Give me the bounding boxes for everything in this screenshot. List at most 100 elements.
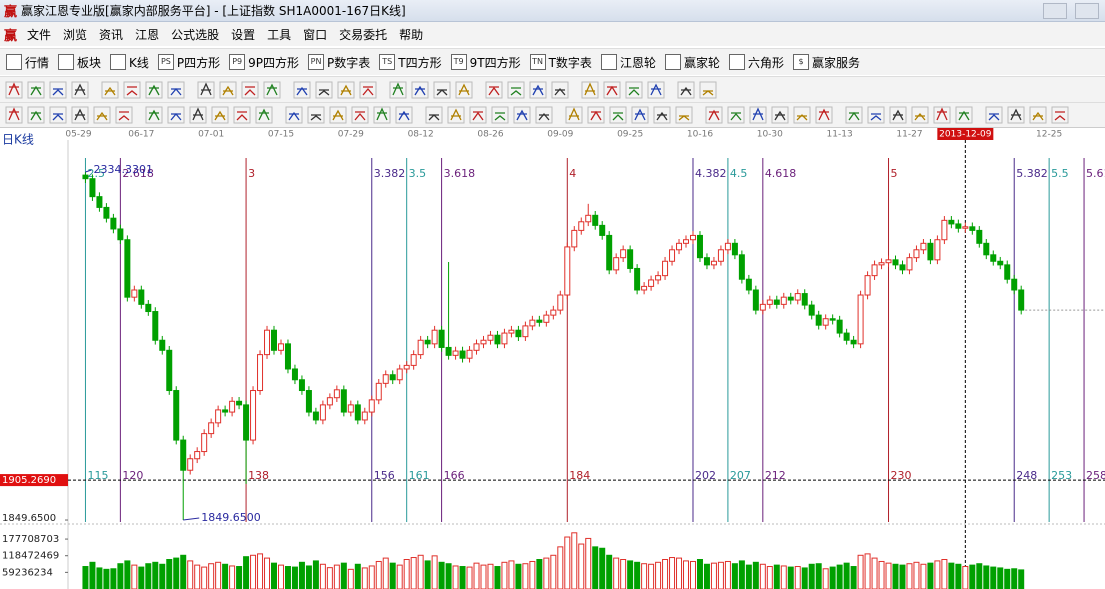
toolbar-button[interactable]: TN T数字表: [529, 54, 592, 71]
tool-icon[interactable]: [337, 81, 355, 98]
minimize-button[interactable]: [1043, 3, 1067, 19]
menu-item[interactable]: 窗口: [303, 27, 328, 42]
tool-icon[interactable]: [749, 106, 767, 124]
tool-icon[interactable]: [1029, 106, 1047, 124]
tool-icon[interactable]: [425, 106, 443, 124]
tool-icon[interactable]: [285, 106, 303, 124]
tool-icon[interactable]: [167, 81, 185, 98]
tool-icon[interactable]: [507, 81, 525, 98]
tool-icon[interactable]: [255, 106, 273, 124]
tool-icon[interactable]: [49, 106, 67, 124]
tool-icon[interactable]: [845, 106, 863, 124]
tool-icon[interactable]: [27, 106, 45, 124]
tool-icon[interactable]: [115, 106, 133, 124]
tool-icon[interactable]: [529, 81, 547, 98]
toolbar-button[interactable]: K线: [110, 54, 149, 71]
toolbar-button[interactable]: 板块: [58, 54, 101, 71]
tool-icon[interactable]: [603, 81, 621, 98]
tool-icon[interactable]: [293, 81, 311, 98]
tool-icon[interactable]: [433, 81, 451, 98]
menu-item[interactable]: 设置: [231, 27, 256, 42]
tool-icon[interactable]: [307, 106, 325, 124]
toolbar-button[interactable]: T9 9T四方形: [450, 54, 521, 71]
tool-icon[interactable]: [233, 106, 251, 124]
tool-icon[interactable]: [653, 106, 671, 124]
tool-icon[interactable]: [71, 106, 89, 124]
tool-icon[interactable]: [1051, 106, 1069, 124]
tool-icon[interactable]: [189, 106, 207, 124]
tool-icon[interactable]: [955, 106, 973, 124]
tool-icon[interactable]: [359, 81, 377, 98]
tool-icon[interactable]: [49, 81, 67, 98]
tool-icon[interactable]: [241, 81, 259, 98]
menu-item[interactable]: 江恩: [135, 27, 160, 42]
tool-icon[interactable]: [93, 106, 111, 124]
tool-icon[interactable]: [491, 106, 509, 124]
tool-icon[interactable]: [1007, 106, 1025, 124]
toolbar-button[interactable]: $ 赢家服务: [792, 54, 860, 71]
tool-icon[interactable]: [551, 81, 569, 98]
tool-icon[interactable]: [727, 106, 745, 124]
toolbar-button[interactable]: PN P数字表: [308, 54, 370, 71]
menu-item[interactable]: 浏览: [63, 27, 88, 42]
toolbar-button[interactable]: 江恩轮: [600, 54, 656, 71]
tool-icon[interactable]: [535, 106, 553, 124]
tool-icon[interactable]: [469, 106, 487, 124]
menu-item[interactable]: 帮助: [399, 27, 424, 42]
toolbar-button[interactable]: P9 9P四方形: [229, 54, 299, 71]
menu-item[interactable]: 文件: [27, 27, 52, 42]
toolbar-button[interactable]: 六角形: [728, 54, 784, 71]
tool-icon[interactable]: [263, 81, 281, 98]
tool-icon[interactable]: [145, 106, 163, 124]
menu-icon[interactable]: 赢: [4, 28, 18, 44]
tool-icon[interactable]: [581, 81, 599, 98]
tool-icon[interactable]: [373, 106, 391, 124]
tool-icon[interactable]: [867, 106, 885, 124]
tool-icon[interactable]: [329, 106, 347, 124]
tool-icon[interactable]: [389, 81, 407, 98]
tool-icon[interactable]: [455, 81, 473, 98]
menu-item[interactable]: 交易委托: [339, 27, 388, 42]
tool-icon[interactable]: [889, 106, 907, 124]
tool-icon[interactable]: [513, 106, 531, 124]
toolbar-button[interactable]: PS P四方形: [157, 54, 220, 71]
menu-item[interactable]: 公式选股: [171, 27, 220, 42]
tool-icon[interactable]: [5, 106, 23, 124]
tool-icon[interactable]: [647, 81, 665, 98]
tool-icon[interactable]: [71, 81, 89, 98]
tool-icon[interactable]: [699, 81, 717, 98]
tool-icon[interactable]: [219, 81, 237, 98]
tool-icon[interactable]: [985, 106, 1003, 124]
tool-icon[interactable]: [705, 106, 723, 124]
tool-icon[interactable]: [315, 81, 333, 98]
tool-icon[interactable]: [197, 81, 215, 98]
menu-item[interactable]: 工具: [267, 27, 292, 42]
toolbar-button[interactable]: TS T四方形: [379, 54, 442, 71]
tool-icon[interactable]: [123, 81, 141, 98]
tool-icon[interactable]: [771, 106, 789, 124]
tool-icon[interactable]: [101, 81, 119, 98]
close-button[interactable]: [1075, 3, 1099, 19]
tool-icon[interactable]: [167, 106, 185, 124]
tool-icon[interactable]: [5, 81, 23, 98]
tool-icon[interactable]: [677, 81, 695, 98]
toolbar-button[interactable]: 赢家轮: [664, 54, 720, 71]
tool-icon[interactable]: [565, 106, 583, 124]
tool-icon[interactable]: [485, 81, 503, 98]
tool-icon[interactable]: [631, 106, 649, 124]
menu-item[interactable]: 资讯: [99, 27, 124, 42]
toolbar-button[interactable]: 行情: [6, 54, 49, 71]
tool-icon[interactable]: [447, 106, 465, 124]
tool-icon[interactable]: [351, 106, 369, 124]
tool-icon[interactable]: [27, 81, 45, 98]
tool-icon[interactable]: [793, 106, 811, 124]
tool-icon[interactable]: [609, 106, 627, 124]
tool-icon[interactable]: [675, 106, 693, 124]
tool-icon[interactable]: [211, 106, 229, 124]
tool-icon[interactable]: [933, 106, 951, 124]
tool-icon[interactable]: [815, 106, 833, 124]
tool-icon[interactable]: [911, 106, 929, 124]
tool-icon[interactable]: [625, 81, 643, 98]
tool-icon[interactable]: [411, 81, 429, 98]
tool-icon[interactable]: [587, 106, 605, 124]
